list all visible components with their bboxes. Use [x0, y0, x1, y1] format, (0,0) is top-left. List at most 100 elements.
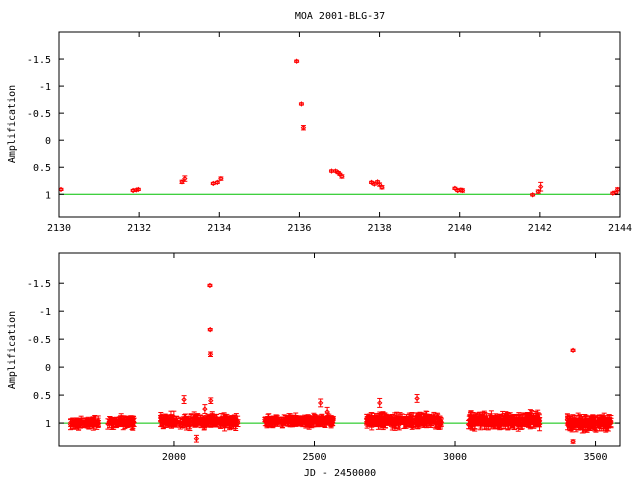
data-point [157, 415, 164, 427]
point-marker [268, 418, 274, 425]
point-marker [377, 414, 383, 421]
data-point [369, 412, 375, 422]
data-point [527, 412, 534, 425]
point-marker [527, 415, 534, 422]
point-marker [317, 400, 324, 406]
point-marker [272, 418, 279, 425]
data-point [170, 415, 177, 425]
top-panel: 2130 2132 2134 2136 2138 2140 2142 2144 -1.5 -1 -0… [27, 31, 632, 234]
data-point [523, 413, 529, 423]
y-tick-label: 0.5 [33, 163, 51, 174]
data-point [392, 416, 398, 426]
data-point [536, 418, 542, 425]
point-marker [376, 181, 383, 188]
data-point [377, 411, 383, 424]
point-marker [532, 416, 538, 423]
point-marker [380, 419, 387, 425]
point-marker [106, 418, 112, 425]
point-marker [157, 418, 164, 424]
point-marker [282, 417, 289, 424]
point-marker [264, 416, 271, 422]
point-marker [164, 418, 170, 425]
point-marker [262, 416, 268, 423]
point-marker [382, 419, 388, 425]
data-point [428, 416, 434, 423]
point-marker [233, 416, 240, 423]
point-marker [570, 438, 576, 445]
point-marker [120, 421, 126, 427]
data-point [474, 414, 480, 423]
data-point [472, 417, 478, 432]
data-point [435, 418, 441, 428]
point-marker [274, 419, 280, 426]
data-point [279, 418, 286, 429]
point-marker [474, 415, 480, 422]
point-marker [182, 175, 188, 182]
data-point [211, 416, 217, 423]
point-marker [279, 420, 286, 427]
point-marker [93, 421, 99, 427]
x-tick-label: 2138 [368, 223, 392, 234]
data-point [317, 419, 323, 426]
point-marker [416, 415, 422, 421]
data-point [508, 415, 514, 429]
data-point [129, 417, 135, 428]
point-marker [207, 326, 213, 333]
data-point [173, 417, 180, 424]
point-marker [459, 187, 466, 194]
point-marker [375, 422, 382, 428]
data-point [309, 416, 315, 425]
point-marker [432, 417, 439, 423]
data-point [135, 186, 142, 193]
point-marker [407, 421, 414, 427]
point-marker [535, 188, 541, 195]
point-marker [183, 418, 190, 424]
point-marker [293, 58, 300, 64]
data-point [570, 347, 576, 354]
data-point [207, 351, 214, 357]
data-point [282, 417, 289, 424]
data-point [181, 395, 187, 404]
point-marker [570, 347, 576, 354]
y-tick-label: 1 [45, 190, 51, 201]
point-marker [414, 395, 420, 402]
data-point [305, 414, 311, 424]
data-point [570, 438, 576, 445]
data-point [532, 416, 538, 423]
point-marker [326, 415, 332, 422]
data-point [207, 282, 213, 289]
point-marker [202, 420, 208, 426]
point-marker [452, 185, 458, 192]
point-marker [477, 419, 484, 425]
point-marker [214, 179, 220, 186]
point-marker [218, 175, 224, 182]
data-point [339, 173, 345, 180]
point-marker [387, 417, 393, 424]
data-point [501, 413, 507, 425]
data-point [218, 419, 225, 426]
chart-title: MOA 2001-BLG-37 [295, 11, 385, 22]
data-point [119, 415, 125, 422]
point-marker [428, 416, 434, 422]
data-point [382, 419, 388, 425]
data-point [187, 420, 193, 432]
point-marker [214, 418, 221, 424]
point-marker [76, 419, 82, 425]
data-point [379, 184, 385, 190]
plot-frame [58, 31, 621, 218]
point-marker [81, 419, 87, 426]
point-marker [529, 192, 536, 198]
point-marker [119, 415, 125, 421]
data-point [106, 418, 112, 425]
point-marker [523, 415, 529, 421]
point-marker [317, 419, 323, 426]
point-marker [369, 413, 375, 420]
point-marker [482, 416, 488, 422]
point-marker [492, 417, 499, 423]
data-point [233, 413, 240, 426]
point-marker [405, 418, 411, 424]
bottom-panel: 2000 2500 3000 3500-1.5-1-0.500.51 [27, 252, 621, 463]
point-marker [309, 418, 315, 424]
y-tick-label: -1.5 [27, 55, 51, 66]
